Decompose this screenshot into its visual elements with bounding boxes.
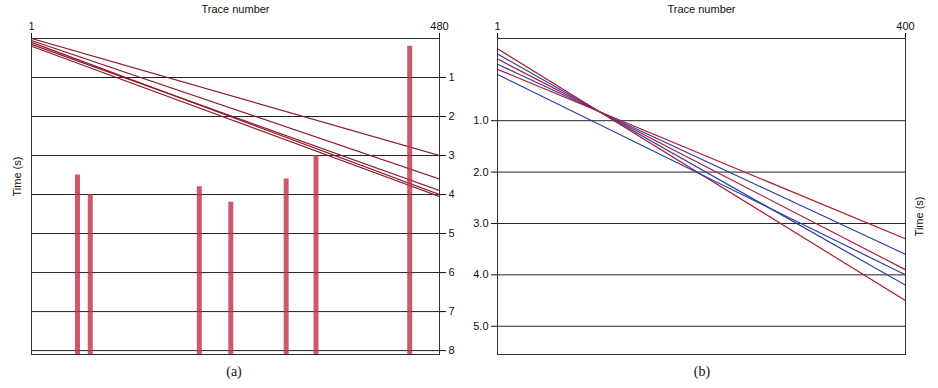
svg-text:6: 6 xyxy=(449,266,455,278)
svg-text:1: 1 xyxy=(494,20,500,32)
html-text:(a): (a) xyxy=(226,364,242,379)
svg-text:2.0: 2.0 xyxy=(473,166,488,178)
svg-text:400: 400 xyxy=(896,20,914,32)
svg-text:1: 1 xyxy=(28,20,34,32)
svg-text:Time (s): Time (s) xyxy=(11,157,23,197)
html-text:(b): (b) xyxy=(693,364,711,379)
svg-text:8: 8 xyxy=(449,344,455,356)
svg-text:2: 2 xyxy=(449,110,455,122)
svg-text:3: 3 xyxy=(449,149,455,161)
svg-text:Trace number: Trace number xyxy=(201,3,269,15)
svg-text:7: 7 xyxy=(449,305,455,317)
svg-text:1: 1 xyxy=(449,71,455,83)
svg-text:3.0: 3.0 xyxy=(473,217,488,229)
svg-text:480: 480 xyxy=(430,20,448,32)
svg-text:5.0: 5.0 xyxy=(473,320,488,332)
svg-text:4.0: 4.0 xyxy=(473,268,488,280)
svg-text:5: 5 xyxy=(449,227,455,239)
svg-text:4: 4 xyxy=(449,188,455,200)
svg-text:Time (s): Time (s) xyxy=(913,197,925,237)
svg-text:Trace number: Trace number xyxy=(667,3,735,15)
svg-text:1.0: 1.0 xyxy=(473,114,488,126)
